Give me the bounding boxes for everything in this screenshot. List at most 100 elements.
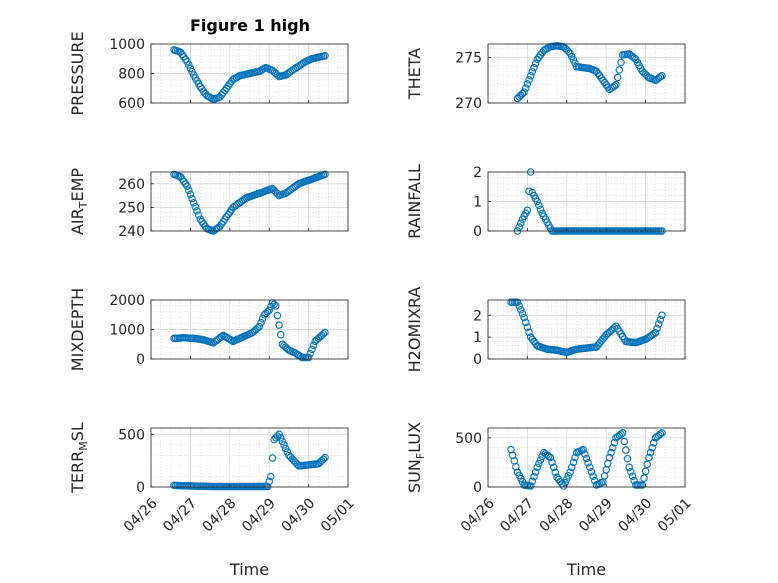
data-point (530, 63, 538, 72)
data-point (276, 330, 285, 339)
data-point (653, 324, 661, 333)
data-point (273, 311, 282, 320)
data-point (610, 439, 619, 447)
data-point (648, 443, 656, 452)
data-point (620, 437, 629, 446)
data-point (319, 330, 328, 338)
data-point (536, 456, 545, 464)
subplot-8: 0 500 04/26 04/27 04/28 04/29 04/30 05/01 SUNFLU… (405, 422, 695, 579)
x-tick-label: 04/30 (279, 495, 319, 535)
axes-box (487, 299, 686, 360)
data-point (646, 448, 655, 457)
data-point (617, 430, 625, 438)
data-point (283, 448, 292, 456)
y-tick-label: 0 (136, 480, 145, 496)
data-point (651, 329, 660, 337)
data-point (544, 452, 553, 461)
data-point (267, 472, 275, 481)
data-point (263, 308, 272, 316)
data-point (278, 437, 287, 446)
axes-box (150, 171, 349, 232)
data-point (571, 453, 579, 462)
y-tick-label: 0 (473, 480, 482, 496)
y-tick-label: 0 (473, 352, 482, 368)
data-point (531, 468, 540, 476)
data-point (272, 302, 280, 310)
data-point (523, 206, 532, 215)
data-point (589, 472, 597, 480)
data-point (566, 468, 574, 477)
data-point (656, 430, 665, 438)
y-tick-label: 275 (455, 51, 482, 67)
data-point (520, 313, 528, 322)
data-point (607, 448, 615, 457)
data-point (640, 474, 648, 482)
data-point (586, 463, 594, 472)
data-point (276, 434, 285, 442)
y-axis-label: THETA (405, 48, 424, 100)
data-point (650, 439, 658, 447)
data-point (612, 81, 620, 89)
data-point (183, 182, 191, 190)
data-point (654, 320, 663, 328)
subplot-4: 0 1 2 RAINFALL (405, 164, 686, 240)
data-point (281, 444, 290, 453)
data-point (533, 463, 542, 472)
data-point (535, 459, 543, 468)
data-point (257, 318, 265, 327)
y-axis-label: MIXDEPTH (68, 288, 87, 371)
plot-area (151, 428, 348, 487)
data-point (518, 309, 527, 318)
x-tick-label: 04/26 (458, 495, 498, 535)
data-point (270, 300, 278, 309)
data-point (191, 203, 200, 211)
data-point (523, 323, 532, 332)
data-point (309, 341, 318, 350)
data-point (551, 468, 560, 477)
y-tick-label: 270 (455, 96, 482, 112)
subplot-3: 240 250 260 AIRTEMP (68, 168, 349, 240)
series-markers (170, 430, 329, 491)
data-point (526, 72, 535, 80)
data-point (627, 468, 635, 476)
data-point (255, 322, 264, 331)
data-point (306, 349, 314, 358)
x-tick-label: 04/29 (239, 495, 279, 535)
data-point (217, 332, 226, 341)
series-markers (170, 170, 329, 235)
data-point (658, 311, 666, 320)
data-point (584, 459, 592, 467)
data-point (258, 314, 267, 323)
data-point (517, 306, 525, 314)
subplot-5: 0 1000 2000 MIXDEPTH (68, 288, 349, 371)
y-axis-label: TERRMSL (68, 422, 90, 494)
data-point (641, 467, 650, 476)
series-markers (170, 299, 329, 362)
data-point (533, 197, 542, 206)
data-point (308, 345, 316, 354)
y-tick-label: 2 (473, 165, 482, 181)
data-point (268, 454, 277, 462)
y-tick-label: 1 (473, 330, 482, 346)
data-point (536, 205, 545, 214)
data-point (193, 207, 201, 215)
data-point (563, 475, 571, 483)
data-point (185, 186, 193, 195)
y-tick-label: 250 (118, 200, 145, 216)
data-point (518, 89, 527, 98)
data-point (658, 72, 666, 80)
subplot-2: 270 275 THETA (405, 42, 686, 112)
data-point (549, 463, 558, 472)
y-tick-label: 0 (136, 352, 145, 368)
y-tick-label: 800 (118, 67, 145, 83)
axes-box (487, 427, 686, 488)
data-point (522, 318, 530, 327)
data-point (280, 441, 288, 449)
data-point (321, 453, 329, 462)
figure-title: Figure 1 high (190, 16, 310, 35)
data-point (610, 323, 619, 332)
data-point (189, 198, 198, 207)
data-point (548, 458, 556, 467)
